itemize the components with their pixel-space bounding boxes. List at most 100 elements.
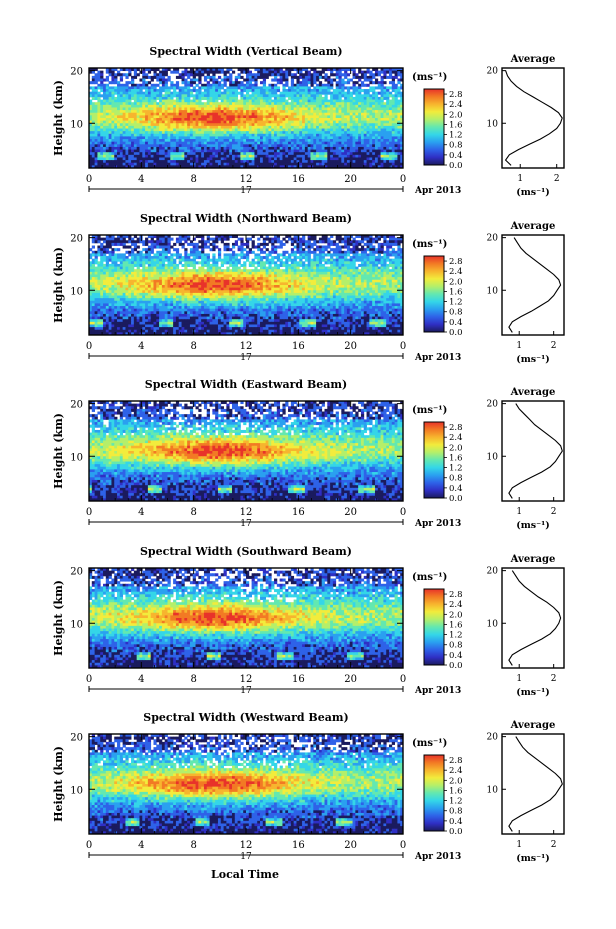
heatmap-cell: [114, 110, 117, 113]
heatmap-cell: [291, 94, 294, 97]
heatmap-cell: [277, 142, 280, 145]
heatmap-cell: [302, 136, 305, 139]
heatmap-cell: [168, 139, 171, 142]
heatmap-cell: [252, 97, 255, 100]
heatmap-cell: [97, 246, 100, 249]
heatmap-cell: [392, 136, 395, 139]
heatmap-cell: [224, 113, 227, 116]
heatmap-cell: [151, 248, 154, 251]
heatmap-cell: [176, 157, 179, 160]
heatmap-cell: [204, 243, 207, 246]
heatmap-cell: [285, 152, 288, 155]
heatmap-cell: [120, 76, 123, 79]
heatmap-cell: [268, 126, 271, 129]
heatmap-cell: [173, 253, 176, 256]
heatmap-cell: [369, 256, 372, 259]
heatmap-cell: [254, 81, 257, 84]
heatmap-cell: [117, 150, 120, 153]
heatmap-cell: [139, 97, 142, 100]
heatmap-cell: [327, 107, 330, 110]
heatmap-cell: [128, 152, 131, 155]
heatmap-cell: [111, 256, 114, 259]
heatmap-cell: [397, 89, 400, 92]
heatmap-cell: [190, 129, 193, 132]
heatmap-cell: [353, 147, 356, 150]
heatmap-cell: [196, 118, 199, 121]
heatmap-cell: [114, 107, 117, 110]
heatmap-cell: [257, 97, 260, 100]
heatmap-cell: [294, 261, 297, 264]
heatmap-cell: [123, 123, 126, 126]
heatmap-cell: [120, 131, 123, 134]
heatmap-cell: [128, 121, 131, 124]
heatmap-cell: [235, 84, 238, 87]
heatmap-cell: [153, 84, 156, 87]
heatmap-cell: [196, 256, 199, 259]
heatmap-cell: [353, 150, 356, 153]
heatmap-cell: [123, 259, 126, 262]
heatmap-cell: [339, 105, 342, 108]
heatmap-cell: [92, 142, 95, 145]
heatmap-cell: [266, 134, 269, 137]
heatmap-cell: [201, 246, 204, 249]
heatmap-cell: [285, 113, 288, 116]
heatmap-cell: [123, 157, 126, 160]
heatmap-cell: [187, 126, 190, 129]
heatmap-cell: [257, 115, 260, 118]
heatmap-cell: [330, 123, 333, 126]
heatmap-cell: [176, 123, 179, 126]
heatmap-cell: [246, 81, 249, 84]
heatmap-cell: [182, 81, 185, 84]
heatmap-cell: [123, 163, 126, 166]
heatmap-cell: [95, 150, 98, 153]
heatmap-cell: [252, 155, 255, 158]
heatmap-cell: [285, 81, 288, 84]
heatmap-cell: [313, 157, 316, 160]
heatmap-cell: [240, 163, 243, 166]
heatmap-cell: [218, 92, 221, 95]
heatmap-cell: [134, 136, 137, 139]
heatmap-cell: [252, 110, 255, 113]
heatmap-cell: [212, 100, 215, 103]
heatmap-cell: [271, 152, 274, 155]
heatmap-cell: [109, 86, 112, 89]
heatmap-cell: [232, 89, 235, 92]
heatmap-cell: [187, 264, 190, 267]
heatmap-cell: [215, 123, 218, 126]
heatmap-cell: [145, 150, 148, 153]
heatmap-cell: [226, 144, 229, 147]
heatmap-cell: [344, 107, 347, 110]
heatmap-cell: [353, 100, 356, 103]
heatmap-cell: [215, 118, 218, 121]
heatmap-cell: [355, 126, 358, 129]
heatmap-cell: [386, 147, 389, 150]
heatmap-cell: [358, 144, 361, 147]
heatmap-cell: [125, 115, 128, 118]
heatmap-cell: [148, 144, 151, 147]
heatmap-cell: [341, 144, 344, 147]
heatmap-cell: [240, 131, 243, 134]
heatmap-cell: [344, 144, 347, 147]
heatmap-cell: [389, 163, 392, 166]
heatmap-cell: [246, 123, 249, 126]
heatmap-cell: [355, 76, 358, 79]
heatmap-cell: [218, 105, 221, 108]
heatmap-cell: [162, 150, 165, 153]
heatmap-cell: [173, 129, 176, 132]
heatmap-cell: [162, 110, 165, 113]
heatmap-cell: [294, 129, 297, 132]
heatmap-cell: [252, 123, 255, 126]
heatmap-cell: [325, 126, 328, 129]
heatmap-cell: [103, 264, 106, 267]
average-x-tick-label: 2: [554, 174, 560, 184]
heatmap-cell: [282, 251, 285, 254]
heatmap-cell: [187, 129, 190, 132]
heatmap-cell: [367, 129, 370, 132]
heatmap-cell: [325, 253, 328, 256]
heatmap-cell: [339, 121, 342, 124]
heatmap-cell: [336, 131, 339, 134]
heatmap-cell: [361, 100, 364, 103]
heatmap-cell: [372, 144, 375, 147]
heatmap-cell: [383, 259, 386, 262]
heatmap-cell: [184, 89, 187, 92]
